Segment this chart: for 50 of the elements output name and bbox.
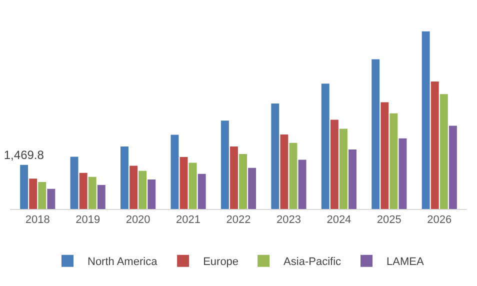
bar bbox=[97, 184, 106, 209]
bar bbox=[430, 82, 439, 209]
x-tick-label: 2022 bbox=[226, 214, 251, 226]
bar bbox=[390, 113, 398, 209]
bar bbox=[130, 166, 138, 209]
x-tick-label: 2018 bbox=[25, 214, 50, 226]
bar bbox=[70, 156, 78, 209]
x-tick-label: 2020 bbox=[126, 214, 150, 226]
x-tick-label: 2019 bbox=[76, 214, 100, 226]
bar bbox=[448, 126, 457, 209]
bar bbox=[20, 164, 28, 209]
legend-label: North America bbox=[88, 256, 158, 268]
bar bbox=[170, 134, 179, 209]
legend-label: Europe bbox=[203, 256, 239, 268]
bar bbox=[248, 168, 256, 209]
bar bbox=[330, 120, 338, 209]
bar bbox=[47, 188, 56, 209]
bar bbox=[230, 146, 238, 209]
bar bbox=[398, 138, 407, 209]
bar bbox=[380, 102, 389, 209]
bar bbox=[280, 134, 288, 209]
bar bbox=[198, 174, 206, 209]
bar bbox=[38, 182, 46, 209]
x-tick-label: 2025 bbox=[376, 214, 402, 226]
x-tick-label: 2021 bbox=[176, 214, 201, 226]
bar bbox=[138, 170, 147, 209]
x-tick-label: 2023 bbox=[276, 214, 301, 226]
bar bbox=[180, 157, 188, 209]
bar bbox=[29, 178, 38, 209]
bar bbox=[79, 172, 88, 209]
bar bbox=[440, 94, 448, 209]
data-label: 1,469.8 bbox=[4, 148, 44, 162]
bar bbox=[339, 128, 348, 209]
bar bbox=[372, 59, 380, 209]
x-tick-label: 2024 bbox=[326, 214, 352, 226]
bar bbox=[188, 162, 197, 209]
bar bbox=[239, 154, 247, 209]
bar bbox=[298, 160, 306, 209]
bar bbox=[120, 146, 128, 209]
bar bbox=[88, 176, 96, 209]
bar bbox=[220, 120, 229, 209]
bar bbox=[271, 103, 280, 209]
x-tick-label: 2026 bbox=[427, 214, 452, 226]
legend-label: LAMEA bbox=[386, 256, 424, 268]
legend-label: Asia-Pacific bbox=[284, 256, 342, 268]
bar bbox=[348, 149, 356, 209]
bar bbox=[321, 84, 330, 209]
bar bbox=[289, 142, 298, 209]
bar bbox=[148, 180, 156, 209]
bar bbox=[422, 31, 430, 209]
